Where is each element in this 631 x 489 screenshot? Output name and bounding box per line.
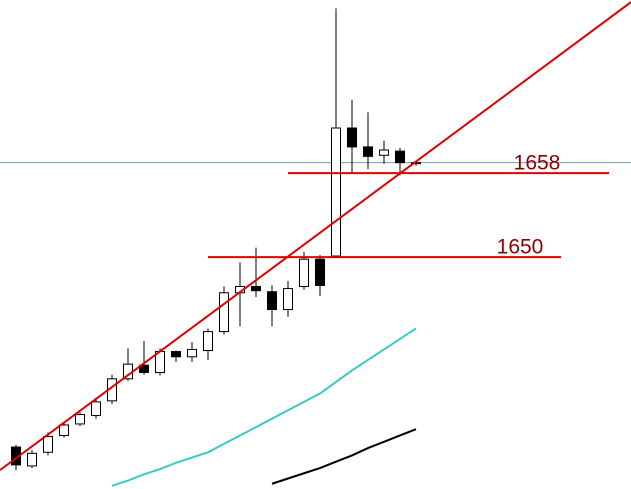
candle-body <box>139 364 149 374</box>
candle-body <box>187 348 197 358</box>
level-label: 1658 <box>514 152 561 175</box>
candle-body <box>347 127 357 148</box>
candle-body <box>27 452 37 467</box>
candle-body <box>363 146 373 157</box>
candle-body <box>171 351 181 358</box>
candle-body <box>267 291 277 311</box>
candle-body <box>91 401 101 417</box>
candle-body <box>299 258 309 287</box>
candle-body <box>43 436 53 453</box>
candle-body <box>379 149 389 156</box>
moving-average <box>111 327 417 487</box>
moving-average <box>271 428 417 485</box>
candle-body <box>219 292 229 333</box>
trendline <box>0 1 631 471</box>
candle-body <box>59 424 69 436</box>
candle-body <box>283 288 293 311</box>
candle-body <box>251 285 261 292</box>
candle-body <box>75 413 85 425</box>
candle-body <box>203 331 213 351</box>
candle-body <box>395 150 405 164</box>
candle-body <box>331 127 341 257</box>
level-label: 1650 <box>497 236 544 259</box>
candle-body <box>315 258 325 286</box>
